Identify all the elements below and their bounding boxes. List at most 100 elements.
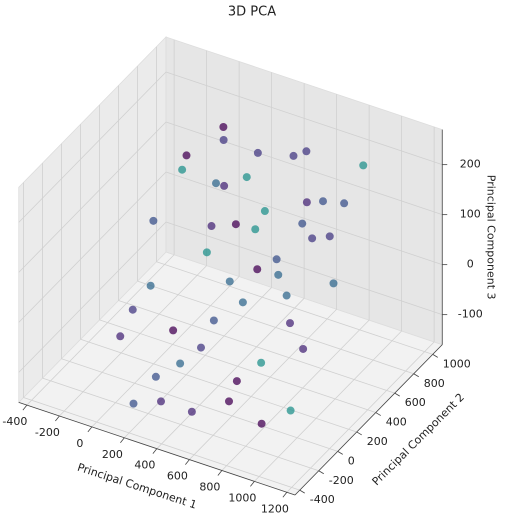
point xyxy=(299,344,308,353)
grid-line xyxy=(61,358,338,452)
point xyxy=(274,270,283,279)
tick-mark xyxy=(87,426,93,433)
grid-line xyxy=(23,397,300,491)
grid-line xyxy=(165,71,443,166)
y-tick-label: -200 xyxy=(329,474,354,487)
y-tick-label: 200 xyxy=(367,435,388,448)
z-axis-label: Principal Component 3 xyxy=(484,175,497,300)
point xyxy=(225,277,234,286)
grid-line xyxy=(91,276,240,428)
y-tick-label: 800 xyxy=(424,377,445,390)
point xyxy=(209,316,218,325)
grid-line xyxy=(80,338,357,433)
y-tick-label: 1000 xyxy=(443,357,471,370)
point xyxy=(220,181,229,190)
grid-line xyxy=(156,261,433,355)
point xyxy=(187,407,196,416)
x-tick-label: -400 xyxy=(2,415,27,428)
point xyxy=(219,135,228,144)
tick-mark xyxy=(375,412,381,416)
tick-mark xyxy=(152,448,158,454)
z-tick-label: 200 xyxy=(460,158,481,171)
point xyxy=(128,305,137,314)
point xyxy=(286,319,294,328)
y-axis-line xyxy=(294,344,443,496)
z-tick-label: -100 xyxy=(458,308,483,321)
point xyxy=(219,123,228,132)
point xyxy=(129,399,138,408)
point xyxy=(302,147,311,156)
tick-mark xyxy=(282,492,288,498)
grid-line xyxy=(137,280,414,375)
point xyxy=(359,161,368,170)
y-tick-label: 0 xyxy=(348,454,355,467)
grid-line xyxy=(165,171,443,266)
grid-line xyxy=(18,121,167,273)
grid-line xyxy=(165,221,443,316)
tick-mark xyxy=(432,354,438,358)
grid-line xyxy=(254,330,402,482)
tick-mark xyxy=(120,437,125,444)
point xyxy=(308,234,317,243)
tick-mark xyxy=(394,392,400,397)
point xyxy=(149,216,158,225)
point xyxy=(298,219,307,228)
point xyxy=(151,372,160,381)
point xyxy=(286,406,295,415)
point xyxy=(242,173,251,182)
tick-mark xyxy=(413,373,419,378)
tick-mark xyxy=(337,451,343,455)
x-tick-label: 0 xyxy=(76,437,83,450)
point xyxy=(197,343,205,352)
point xyxy=(289,151,298,160)
point xyxy=(260,207,269,216)
x-tick-label: 600 xyxy=(167,470,188,483)
grid-line xyxy=(18,171,167,323)
point xyxy=(116,332,125,341)
point xyxy=(232,377,241,386)
tick-mark xyxy=(356,431,362,436)
point xyxy=(340,199,349,208)
point xyxy=(176,359,185,368)
grid-line xyxy=(165,121,443,216)
x-tick-label: 200 xyxy=(102,448,123,461)
point xyxy=(231,220,240,229)
point xyxy=(272,255,281,264)
grid-line xyxy=(59,265,207,417)
grid-line xyxy=(42,377,319,472)
tick-mark xyxy=(299,489,305,494)
y-tick-label: 600 xyxy=(405,396,426,409)
grid-line xyxy=(99,319,376,413)
point xyxy=(157,397,165,406)
x-tick-label: 800 xyxy=(199,480,220,493)
point xyxy=(257,358,266,367)
tick-mark xyxy=(55,415,60,422)
tick-mark xyxy=(250,481,255,487)
point xyxy=(251,225,260,234)
point xyxy=(182,151,191,160)
point xyxy=(202,248,211,257)
point xyxy=(178,165,187,174)
grid-line xyxy=(18,221,167,373)
grid-line xyxy=(221,319,370,471)
tick-mark xyxy=(217,470,223,476)
grid-line xyxy=(26,254,175,406)
grid-line xyxy=(18,71,167,223)
point xyxy=(212,179,220,188)
x-tick-label: 1200 xyxy=(261,502,289,515)
point xyxy=(329,279,338,288)
tick-mark xyxy=(22,404,28,411)
point xyxy=(325,232,334,241)
grid-line xyxy=(156,298,305,449)
point xyxy=(238,298,247,307)
point xyxy=(225,397,233,406)
point xyxy=(253,148,262,157)
grid-line xyxy=(118,300,395,394)
grid-line xyxy=(286,341,435,493)
grid-line xyxy=(124,287,272,439)
x-tick-label: -200 xyxy=(35,426,60,439)
point xyxy=(319,197,327,206)
tick-mark xyxy=(318,470,324,475)
point xyxy=(146,281,155,290)
